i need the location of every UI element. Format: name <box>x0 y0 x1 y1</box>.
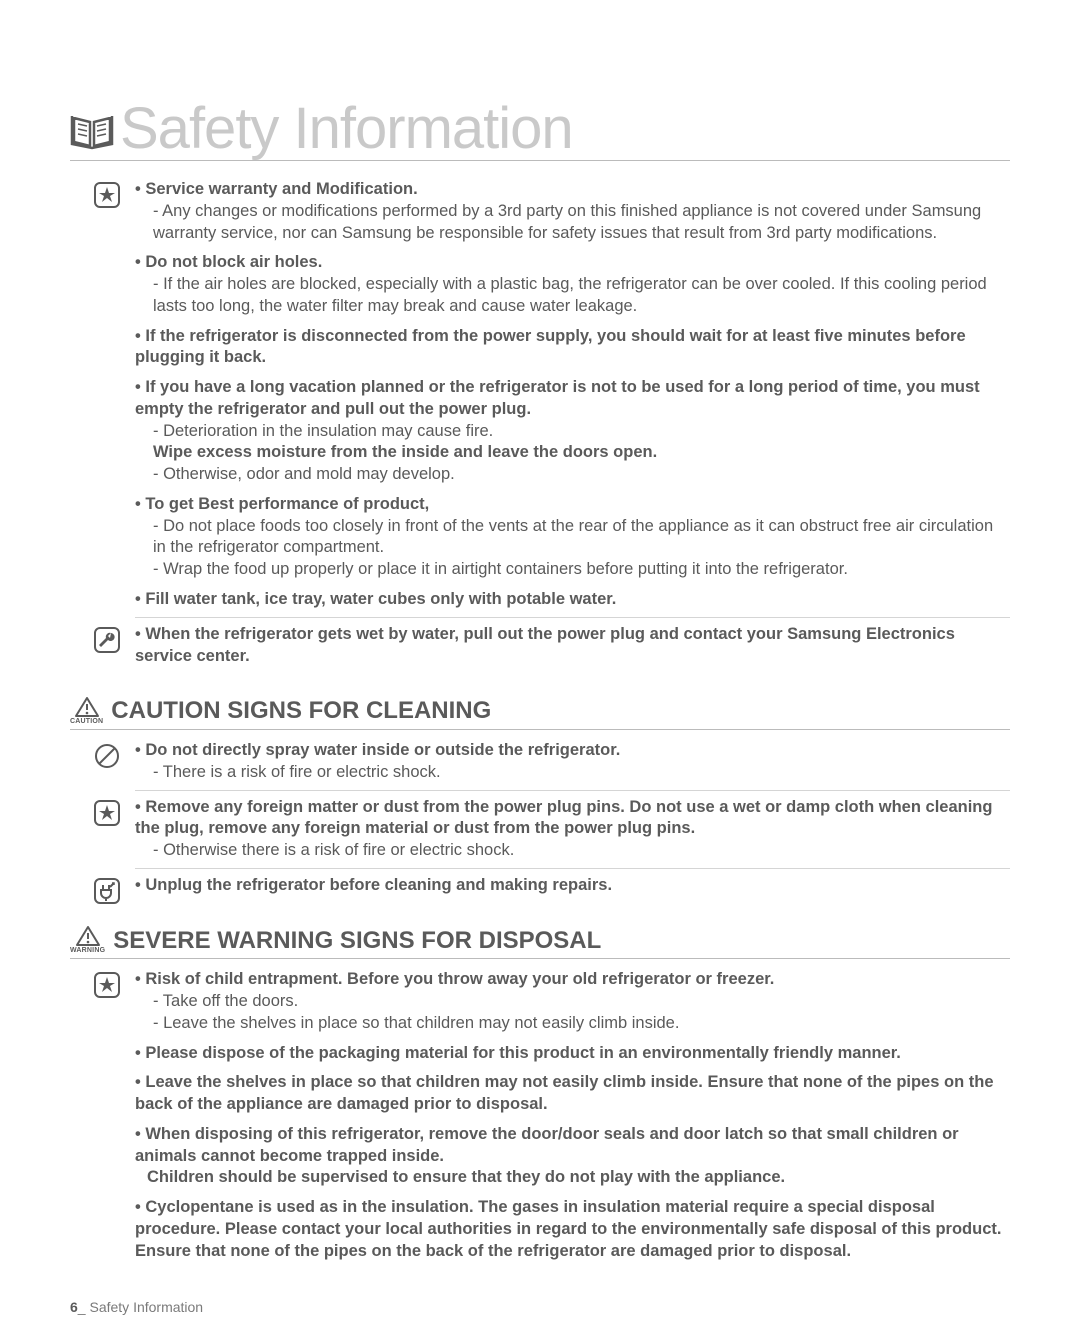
bullet-title: • Please dispose of the packaging materi… <box>135 1043 1010 1065</box>
warning-label: WARNING <box>70 947 105 954</box>
bullet-bold: Wipe excess moisture from the inside and… <box>135 442 1010 464</box>
warning-triangle-icon: WARNING <box>70 925 105 954</box>
wrench-box-icon <box>93 626 121 654</box>
bullet-sub: - Take off the doors. <box>135 991 1010 1013</box>
bullet-item: • Remove any foreign matter or dust from… <box>135 797 1010 862</box>
bullet-sub: - Any changes or modifications performed… <box>135 201 1010 245</box>
bullet-item: • Leave the shelves in place so that chi… <box>135 1072 1010 1116</box>
plug-box-icon <box>93 877 121 905</box>
bullet-title: • If the refrigerator is disconnected fr… <box>135 326 1010 370</box>
cleaning-plug-group: • Unplug the refrigerator before cleanin… <box>135 875 1010 909</box>
bullet-sub: - If the air holes are blocked, especial… <box>135 274 1010 318</box>
bullet-item: • When disposing of this refrigerator, r… <box>135 1124 1010 1189</box>
intro-group: • Service warranty and Modification. - A… <box>135 179 1010 618</box>
cleaning-prohibit-group: • Do not directly spray water inside or … <box>135 740 1010 791</box>
bullet-sub: - Deterioration in the insulation may ca… <box>135 421 1010 443</box>
bullet-title: • If you have a long vacation planned or… <box>135 377 1010 421</box>
bullet-item: • Cyclopentane is used as in the insulat… <box>135 1197 1010 1262</box>
content-area: • Service warranty and Modification. - A… <box>70 179 1010 1274</box>
bullet-title: • When the refrigerator gets wet by wate… <box>135 624 1010 668</box>
footer-text: _ <box>78 1299 86 1315</box>
page-title: Safety Information <box>120 100 573 158</box>
page-footer: 6_ Safety Information <box>70 1299 203 1315</box>
bullet-item: • Fill water tank, ice tray, water cubes… <box>135 589 1010 611</box>
wrench-group: • When the refrigerator gets wet by wate… <box>135 624 1010 680</box>
bullet-item: • When the refrigerator gets wet by wate… <box>135 624 1010 668</box>
bullet-bold: Children should be supervised to ensure … <box>135 1167 1010 1189</box>
bullet-item: • Risk of child entrapment. Before you t… <box>135 969 1010 1034</box>
section-title: CAUTION SIGNS FOR CLEANING <box>111 695 491 727</box>
bullet-item: • Unplug the refrigerator before cleanin… <box>135 875 1010 897</box>
disposal-group: • Risk of child entrapment. Before you t… <box>135 969 1010 1274</box>
star-box-icon <box>93 971 121 999</box>
bullet-sub: - Leave the shelves in place so that chi… <box>135 1013 1010 1035</box>
bullet-title: • Leave the shelves in place so that chi… <box>135 1072 1010 1116</box>
bullet-title: • Do not directly spray water inside or … <box>135 740 1010 762</box>
bullet-title: • When disposing of this refrigerator, r… <box>135 1124 1010 1168</box>
section-title: SEVERE WARNING SIGNS FOR DISPOSAL <box>113 925 601 957</box>
page-title-row: Safety Information <box>70 100 1010 161</box>
bullet-title: • Service warranty and Modification. <box>135 179 1010 201</box>
prohibit-icon <box>93 742 121 770</box>
section-header-disposal: WARNING SEVERE WARNING SIGNS FOR DISPOSA… <box>70 925 1010 960</box>
bullet-item: • Do not block air holes. - If the air h… <box>135 252 1010 317</box>
bullet-title: • Unplug the refrigerator before cleanin… <box>135 875 1010 897</box>
bullet-sub: - Wrap the food up properly or place it … <box>135 559 1010 581</box>
caution-triangle-icon: CAUTION <box>70 696 103 725</box>
bullet-title: • Do not block air holes. <box>135 252 1010 274</box>
bullet-sub: - Do not place foods too closely in fron… <box>135 516 1010 560</box>
caution-label: CAUTION <box>70 718 103 725</box>
bullet-item: • If the refrigerator is disconnected fr… <box>135 326 1010 370</box>
section-header-cleaning: CAUTION CAUTION SIGNS FOR CLEANING <box>70 695 1010 730</box>
star-box-icon <box>93 799 121 827</box>
bullet-title: • Cyclopentane is used as in the insulat… <box>135 1197 1010 1262</box>
bullet-item: • If you have a long vacation planned or… <box>135 377 1010 486</box>
bullet-item: • To get Best performance of product, - … <box>135 494 1010 581</box>
page-number: 6 <box>70 1299 78 1315</box>
bullet-sub: - Otherwise, odor and mold may develop. <box>135 464 1010 486</box>
bullet-title: • Remove any foreign matter or dust from… <box>135 797 1010 841</box>
book-icon <box>70 110 114 150</box>
star-box-icon <box>93 181 121 209</box>
cleaning-star-group: • Remove any foreign matter or dust from… <box>135 797 1010 869</box>
bullet-item: • Please dispose of the packaging materi… <box>135 1043 1010 1065</box>
footer-label: Safety Information <box>86 1299 204 1315</box>
bullet-title: • To get Best performance of product, <box>135 494 1010 516</box>
bullet-title: • Risk of child entrapment. Before you t… <box>135 969 1010 991</box>
bullet-item: • Service warranty and Modification. - A… <box>135 179 1010 244</box>
bullet-sub: - Otherwise there is a risk of fire or e… <box>135 840 1010 862</box>
bullet-item: • Do not directly spray water inside or … <box>135 740 1010 784</box>
bullet-title: • Fill water tank, ice tray, water cubes… <box>135 589 1010 611</box>
bullet-sub: - There is a risk of fire or electric sh… <box>135 762 1010 784</box>
